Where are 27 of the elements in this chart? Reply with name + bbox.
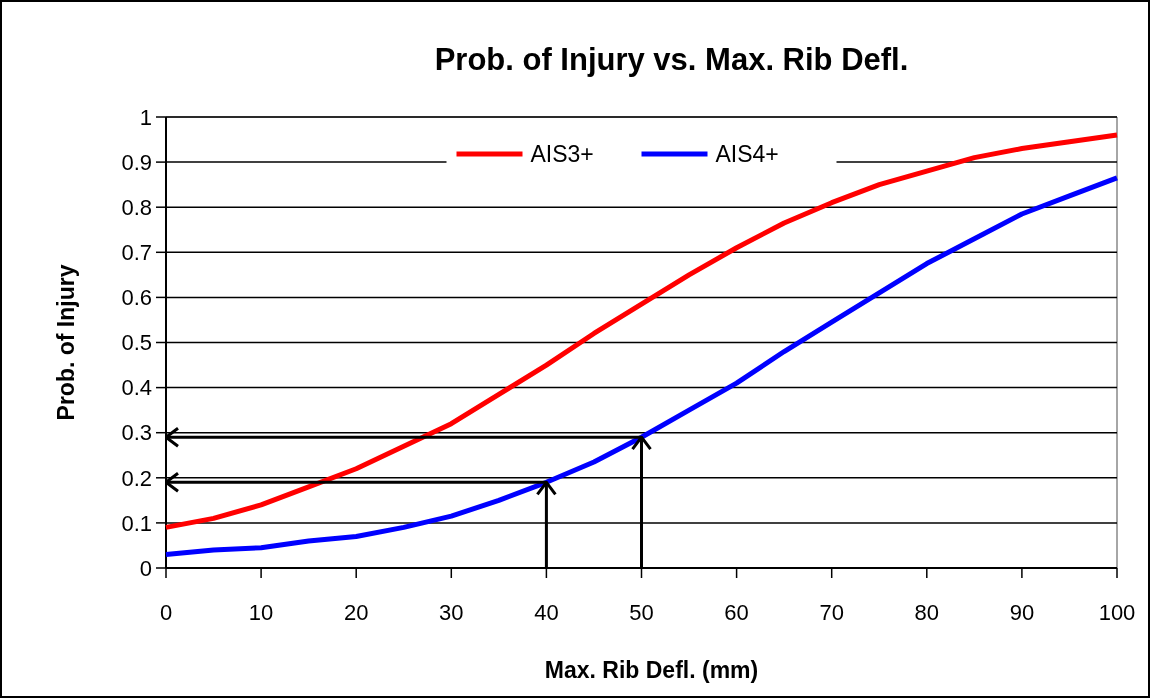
x-tick-label: 70 <box>819 600 844 625</box>
y-tick-label: 0.7 <box>121 240 152 265</box>
x-tick-label: 50 <box>629 600 654 625</box>
x-axis-title: Max. Rib Defl. (mm) <box>544 657 759 683</box>
legend-label: AIS4+ <box>715 141 779 168</box>
x-tick-label: 20 <box>343 600 369 625</box>
y-axis-title: Prob. of Injury <box>53 264 79 421</box>
y-tick-label: 0.5 <box>121 330 152 356</box>
y-tick-label: 0.2 <box>121 465 152 491</box>
x-tick-label: 30 <box>439 600 464 625</box>
y-tick-label: 0 <box>139 555 152 581</box>
x-tick-label: 10 <box>248 600 274 625</box>
x-tick-label: 100 <box>1098 600 1136 625</box>
y-tick-label: 0.9 <box>121 149 152 175</box>
x-tick-label: 80 <box>914 600 940 625</box>
x-tick-label: 40 <box>534 600 559 625</box>
x-tick-label: 0 <box>159 600 173 625</box>
y-tick-label: 1 <box>139 104 152 130</box>
y-tick-label: 0.8 <box>121 194 152 220</box>
y-tick-label: 0.3 <box>121 420 152 446</box>
x-tick-label: 90 <box>1009 600 1035 625</box>
legend-label: AIS3+ <box>530 141 594 168</box>
chart-title: Prob. of Injury vs. Max. Rib Defl. <box>434 42 909 77</box>
x-tick-label: 60 <box>724 600 749 625</box>
y-tick-label: 0.1 <box>121 510 152 536</box>
y-tick-label: 0.4 <box>121 375 152 401</box>
y-tick-label: 0.6 <box>121 285 152 311</box>
